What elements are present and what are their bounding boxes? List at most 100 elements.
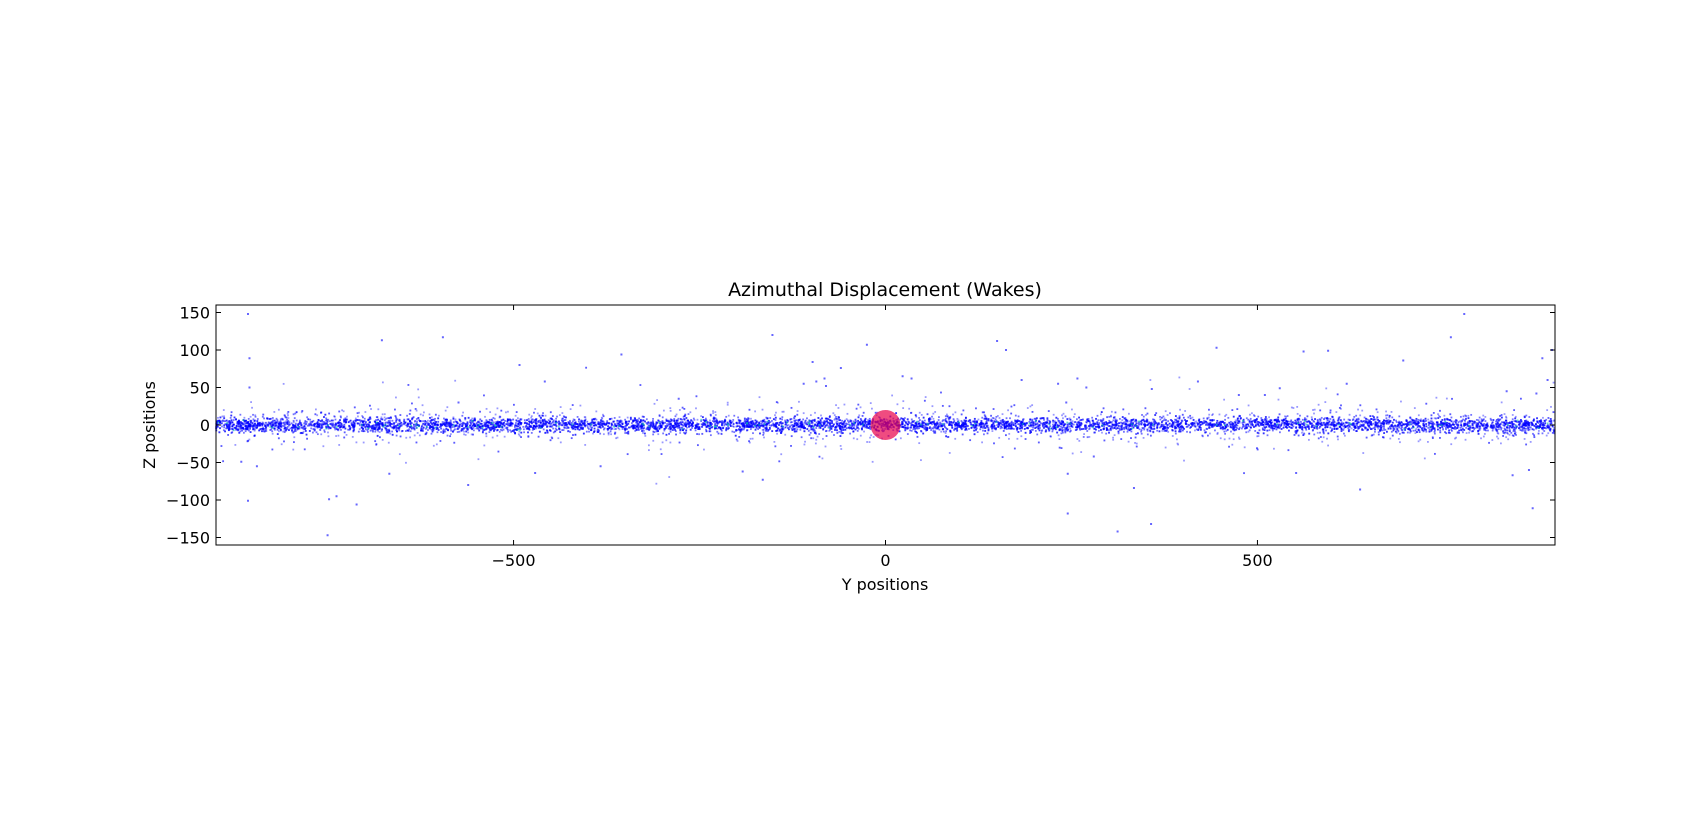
particle-point	[1180, 419, 1183, 422]
particle-point	[464, 423, 467, 426]
particle-point	[1248, 419, 1251, 422]
particle-point	[1461, 427, 1464, 430]
particle-point	[1037, 425, 1040, 428]
particle-point	[304, 427, 307, 430]
particle-point	[969, 439, 972, 442]
particle-point	[1092, 424, 1094, 427]
particle-point	[668, 432, 670, 435]
particle-point	[1156, 425, 1159, 428]
particle-point	[1398, 432, 1401, 435]
particle-point	[519, 426, 522, 429]
particle-point	[479, 418, 482, 421]
particle-point	[239, 413, 242, 416]
particle-point	[1111, 426, 1114, 428]
particle-point	[1521, 427, 1524, 430]
particle-point	[1238, 426, 1241, 429]
particle-point	[408, 428, 411, 431]
particle-point	[283, 440, 285, 443]
particle-point	[906, 433, 909, 435]
particle-point	[633, 425, 636, 428]
particle-point	[871, 460, 874, 463]
particle-point	[1208, 424, 1211, 427]
particle-point	[863, 430, 865, 433]
particle-point	[952, 413, 954, 416]
particle-point	[946, 421, 949, 424]
particle-point	[282, 430, 285, 433]
particle-point	[1433, 430, 1436, 433]
particle-point	[488, 418, 491, 421]
particle-point	[1484, 423, 1487, 426]
particle-point	[620, 420, 623, 423]
particle-point	[254, 426, 257, 429]
particle-point	[693, 419, 696, 421]
particle-point	[1207, 434, 1209, 437]
particle-point	[1135, 420, 1138, 423]
particle-point	[856, 429, 859, 432]
particle-point	[1174, 432, 1177, 435]
particle-point	[331, 424, 334, 427]
particle-point	[1312, 424, 1315, 427]
particle-point	[1456, 425, 1459, 428]
particle-point	[1525, 414, 1528, 417]
particle-point	[1317, 437, 1320, 440]
particle-point	[1521, 424, 1524, 427]
particle-point	[1266, 434, 1269, 437]
particle-point	[1402, 431, 1405, 434]
particle-point	[520, 418, 523, 421]
particle-point	[364, 411, 367, 413]
particle-point	[411, 417, 414, 420]
particle-point	[684, 413, 687, 416]
particle-point	[1135, 433, 1138, 435]
particle-point	[561, 419, 563, 422]
particle-point	[370, 429, 372, 432]
particle-point	[519, 428, 522, 430]
particle-point	[1495, 420, 1497, 423]
particle-point	[736, 429, 739, 432]
particle-point	[463, 430, 465, 433]
particle-point	[1243, 472, 1245, 475]
particle-point	[1263, 421, 1266, 424]
particle-point	[1051, 426, 1054, 428]
particle-point	[1506, 432, 1509, 434]
particle-point	[279, 423, 282, 426]
particle-point	[1462, 431, 1464, 434]
particle-point	[504, 427, 507, 429]
particle-point	[720, 432, 723, 435]
particle-point	[1203, 429, 1206, 432]
particle-point	[1349, 419, 1351, 421]
particle-point	[555, 425, 558, 428]
particle-point	[300, 411, 303, 414]
particle-point	[308, 423, 310, 425]
particle-point	[1010, 420, 1013, 423]
particle-point	[338, 444, 341, 446]
particle-point	[492, 423, 495, 426]
particle-point	[1007, 409, 1009, 412]
particle-point	[1098, 422, 1101, 424]
particle-point	[962, 409, 965, 412]
particle-point	[1058, 438, 1061, 440]
particle-point	[803, 421, 806, 424]
particle-point	[1483, 433, 1486, 435]
particle-point	[586, 420, 589, 423]
particle-point	[544, 431, 547, 434]
particle-point	[678, 441, 681, 444]
particle-point	[1499, 415, 1501, 417]
particle-point	[1141, 414, 1143, 416]
particle-point	[983, 423, 986, 426]
particle-point	[829, 415, 831, 417]
particle-point	[555, 417, 557, 420]
particle-point	[551, 421, 554, 424]
particle-point	[482, 430, 484, 432]
particle-point	[867, 421, 870, 423]
particle-point	[542, 428, 545, 431]
particle-point	[1320, 416, 1323, 419]
particle-point	[1432, 412, 1435, 414]
particle-point	[389, 432, 392, 435]
particle-point	[916, 435, 919, 438]
particle-point	[476, 420, 479, 423]
particle-point	[947, 436, 950, 438]
particle-point	[1239, 418, 1242, 420]
particle-point	[1092, 420, 1095, 423]
particle-point	[380, 429, 383, 432]
particle-point	[411, 418, 413, 421]
